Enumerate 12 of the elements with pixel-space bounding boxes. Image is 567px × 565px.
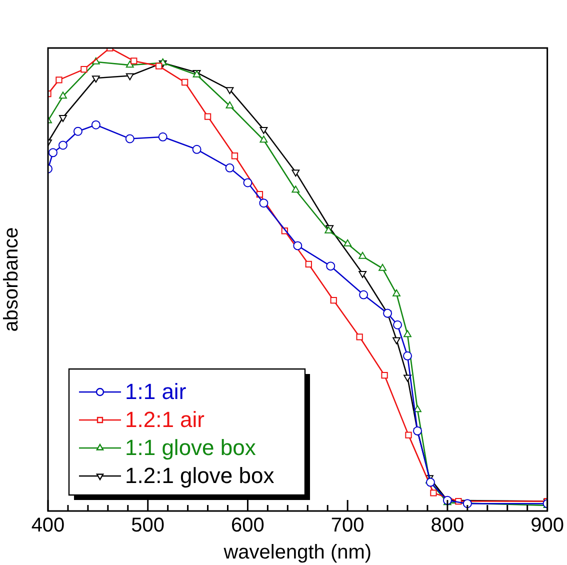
x-tick-label: 600 — [231, 514, 264, 537]
x-axis-title: wavelength (nm) — [222, 542, 372, 564]
legend-label: 1:1 air — [125, 379, 186, 404]
x-tick-label: 400 — [31, 514, 65, 537]
x-tick-label: 800 — [430, 514, 464, 537]
legend-label: 1.2:1 glove box — [125, 463, 274, 488]
y-axis-title: absorbance — [0, 227, 23, 332]
x-tick-label: 500 — [131, 514, 165, 537]
x-tick-label: 700 — [330, 514, 364, 537]
x-tick-label: 900 — [530, 514, 564, 537]
legend-label: 1:1 glove box — [125, 435, 256, 460]
legend-label: 1.2:1 air — [125, 407, 204, 432]
